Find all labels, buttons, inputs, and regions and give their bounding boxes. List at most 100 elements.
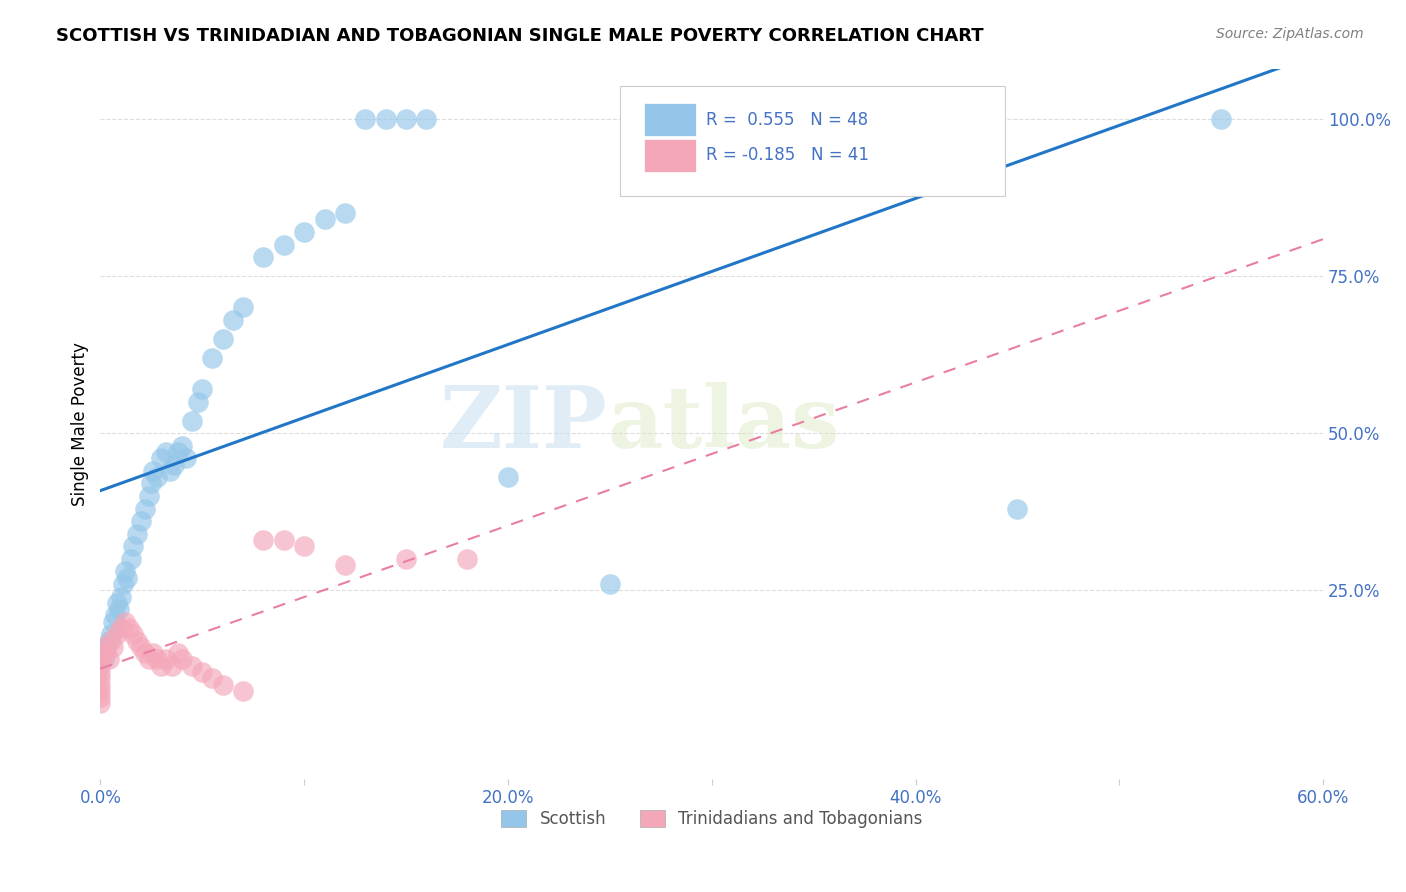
- Text: Source: ZipAtlas.com: Source: ZipAtlas.com: [1216, 27, 1364, 41]
- Point: [170, 652, 193, 666]
- Point: [232, 301, 254, 315]
- Point: [89, 658, 111, 673]
- Point: [134, 646, 156, 660]
- Point: [146, 652, 169, 666]
- Text: ZIP: ZIP: [440, 382, 607, 466]
- Point: [89, 690, 111, 705]
- Point: [100, 633, 122, 648]
- Point: [395, 552, 418, 566]
- Point: [89, 684, 111, 698]
- Legend: Scottish, Trinidadians and Tobagonians: Scottish, Trinidadians and Tobagonians: [495, 803, 929, 835]
- Point: [122, 539, 145, 553]
- Point: [107, 602, 129, 616]
- Point: [191, 665, 214, 679]
- Point: [395, 112, 418, 126]
- Point: [111, 577, 134, 591]
- FancyBboxPatch shape: [644, 103, 696, 136]
- Point: [456, 552, 478, 566]
- Point: [125, 526, 148, 541]
- Text: R =  0.555   N = 48: R = 0.555 N = 48: [706, 111, 868, 128]
- Point: [142, 464, 165, 478]
- Point: [314, 212, 336, 227]
- Point: [333, 558, 356, 573]
- Point: [273, 237, 295, 252]
- Point: [125, 633, 148, 648]
- Point: [333, 206, 356, 220]
- Point: [96, 640, 118, 654]
- Point: [166, 445, 188, 459]
- Point: [415, 112, 437, 126]
- Point: [252, 533, 274, 547]
- Point: [89, 697, 111, 711]
- Point: [91, 646, 114, 660]
- Point: [97, 652, 120, 666]
- Point: [93, 652, 115, 666]
- Point: [181, 658, 204, 673]
- Point: [191, 382, 214, 396]
- Point: [201, 671, 224, 685]
- Point: [110, 590, 132, 604]
- Point: [170, 439, 193, 453]
- Point: [211, 678, 233, 692]
- Point: [101, 615, 124, 629]
- Point: [114, 615, 136, 629]
- Point: [129, 514, 152, 528]
- Point: [159, 464, 181, 478]
- Point: [89, 671, 111, 685]
- Point: [141, 476, 163, 491]
- Point: [599, 577, 621, 591]
- Point: [122, 627, 145, 641]
- Point: [104, 608, 127, 623]
- Point: [138, 652, 160, 666]
- Point: [273, 533, 295, 547]
- Point: [120, 552, 142, 566]
- Point: [114, 565, 136, 579]
- Point: [118, 621, 141, 635]
- Point: [105, 627, 128, 641]
- Text: R = -0.185   N = 41: R = -0.185 N = 41: [706, 146, 869, 164]
- Point: [232, 684, 254, 698]
- FancyBboxPatch shape: [620, 87, 1005, 196]
- Text: SCOTTISH VS TRINIDADIAN AND TOBAGONIAN SINGLE MALE POVERTY CORRELATION CHART: SCOTTISH VS TRINIDADIAN AND TOBAGONIAN S…: [56, 27, 984, 45]
- Point: [150, 451, 173, 466]
- Point: [1007, 501, 1029, 516]
- Point: [174, 451, 197, 466]
- Point: [160, 658, 183, 673]
- Point: [89, 652, 111, 666]
- Point: [105, 596, 128, 610]
- Y-axis label: Single Male Poverty: Single Male Poverty: [72, 342, 89, 506]
- Point: [155, 652, 177, 666]
- Point: [163, 458, 186, 472]
- Point: [1211, 112, 1233, 126]
- Point: [496, 470, 519, 484]
- Point: [187, 394, 209, 409]
- Point: [93, 640, 115, 654]
- Point: [211, 332, 233, 346]
- Point: [146, 470, 169, 484]
- Point: [96, 646, 118, 660]
- Point: [138, 489, 160, 503]
- Point: [142, 646, 165, 660]
- Point: [110, 621, 132, 635]
- Point: [89, 665, 111, 679]
- Point: [252, 250, 274, 264]
- Point: [89, 678, 111, 692]
- Point: [100, 627, 122, 641]
- Point: [201, 351, 224, 365]
- FancyBboxPatch shape: [644, 139, 696, 171]
- Point: [155, 445, 177, 459]
- Point: [222, 313, 245, 327]
- Point: [292, 225, 315, 239]
- Point: [150, 658, 173, 673]
- Point: [292, 539, 315, 553]
- Point: [181, 413, 204, 427]
- Point: [166, 646, 188, 660]
- Point: [101, 640, 124, 654]
- Point: [97, 633, 120, 648]
- Point: [354, 112, 377, 126]
- Point: [115, 571, 138, 585]
- Text: atlas: atlas: [607, 382, 841, 466]
- Point: [129, 640, 152, 654]
- Point: [374, 112, 396, 126]
- Point: [134, 501, 156, 516]
